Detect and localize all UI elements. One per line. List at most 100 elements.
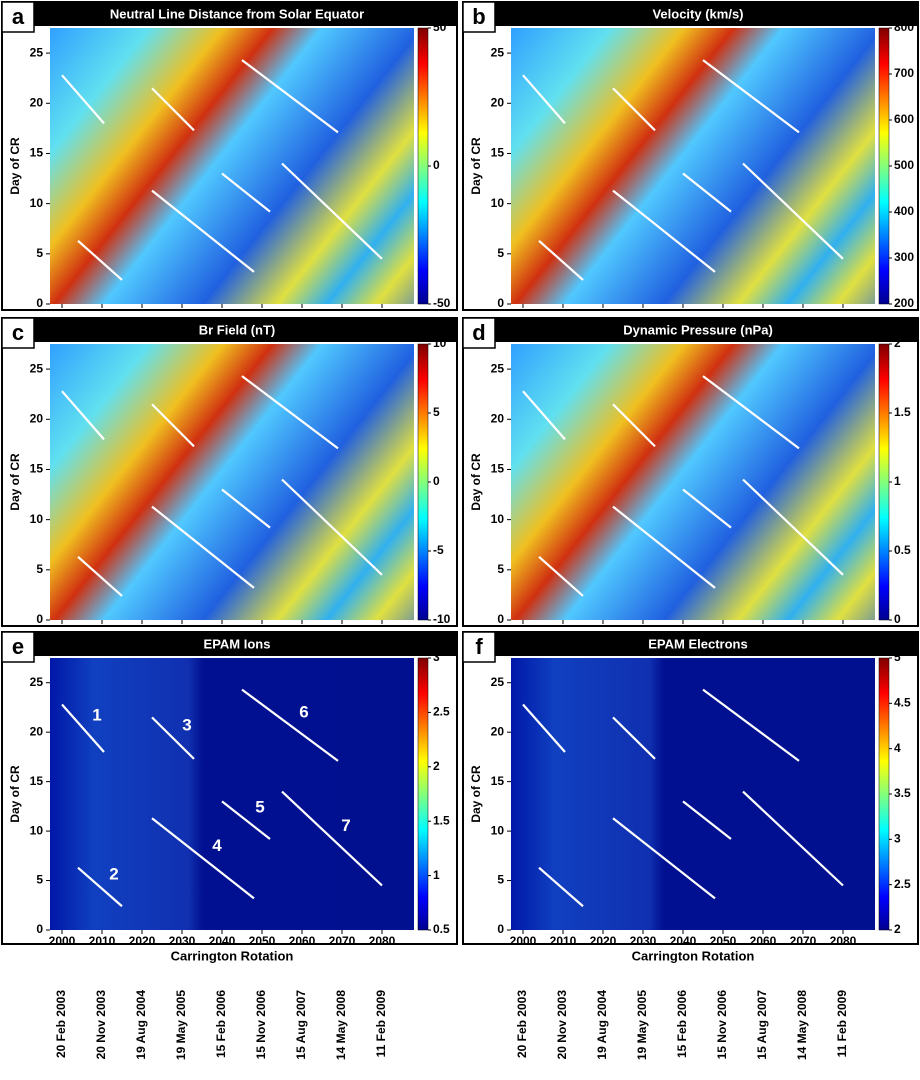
track-label: 6: [299, 703, 308, 722]
track-label: 4: [212, 836, 222, 855]
track-line: [682, 172, 732, 213]
y-tick-label: 0: [497, 612, 504, 626]
colorbar-tick-label: 50: [433, 20, 447, 34]
y-tick-label: 0: [497, 922, 504, 936]
x-axis-label: Carrington Rotation: [632, 948, 755, 963]
heatmap-image: [50, 28, 414, 304]
x-tick-label: 2010: [550, 934, 577, 948]
y-tick-label: 25: [491, 45, 505, 59]
date-label: 19 Aug 2004: [595, 990, 609, 1060]
y-tick-label: 25: [30, 361, 44, 375]
y-axis-label: Day of CR: [8, 137, 22, 195]
colorbar: [417, 27, 429, 305]
heatmap-image: [50, 658, 414, 930]
colorbar-tick-label: -5: [433, 543, 444, 557]
y-tick-label: 5: [36, 873, 43, 887]
x-tick-label: 2030: [169, 934, 196, 948]
heatmap-image: [511, 28, 875, 304]
track-line: [151, 403, 195, 448]
date-label: 14 May 2008: [334, 990, 348, 1060]
y-tick-label: 20: [30, 95, 44, 109]
track-line: [77, 555, 123, 597]
x-tick-label: 2080: [830, 934, 857, 948]
y-tick-label: 20: [491, 411, 505, 425]
x-tick-label: 2010: [89, 934, 116, 948]
track-line: [538, 866, 584, 908]
track-line: [151, 87, 195, 132]
track-label: 7: [341, 816, 350, 835]
colorbar: [878, 657, 890, 931]
panel-letter: c: [12, 320, 24, 345]
colorbar-tick-label: 1: [894, 474, 901, 488]
colorbar-tick-label: 1.5: [894, 405, 911, 419]
date-label: 20 Feb 2003: [54, 990, 68, 1058]
track-line: [682, 488, 732, 529]
colorbar: [878, 343, 890, 621]
date-label: 15 Aug 2007: [294, 990, 308, 1060]
track-line: [742, 790, 844, 887]
track-line: [538, 555, 584, 597]
track-line: [538, 239, 584, 281]
y-tick-label: 15: [30, 774, 44, 788]
y-tick-label: 10: [491, 512, 505, 526]
x-tick-label: 2070: [790, 934, 817, 948]
colorbar: [417, 343, 429, 621]
title-strip: [2, 318, 457, 342]
title-strip: [2, 632, 457, 656]
colorbar-tick-label: 4.5: [894, 696, 911, 710]
colorbar-tick-label: 400: [894, 204, 914, 218]
track-line: [61, 390, 105, 441]
y-tick-label: 10: [491, 823, 505, 837]
colorbar-tick-label: 2: [894, 922, 901, 936]
y-tick-label: 20: [491, 95, 505, 109]
track-line: [612, 716, 656, 760]
title-strip: [463, 2, 918, 26]
panel-letter: b: [472, 4, 485, 29]
letter-box: [1, 1, 35, 33]
y-tick-label: 5: [497, 246, 504, 260]
y-tick-label: 0: [36, 922, 43, 936]
date-label: 20 Nov 2003: [94, 990, 108, 1060]
colorbar: [878, 27, 890, 305]
track-line: [151, 189, 255, 273]
colorbar-tick-label: 700: [894, 66, 914, 80]
y-tick-label: 25: [30, 45, 44, 59]
colorbar-tick-label: 5: [433, 405, 440, 419]
date-label: 15 Nov 2006: [715, 990, 729, 1060]
heatmap-image: [511, 658, 875, 930]
colorbar-tick-label: -10: [433, 612, 451, 626]
track-line: [77, 866, 123, 908]
y-axis-label: Day of CR: [469, 137, 483, 195]
track-line: [702, 59, 800, 134]
date-label: 19 May 2005: [174, 990, 188, 1060]
panel-title: Br Field (nT): [199, 322, 276, 337]
colorbar-tick-label: 0.5: [433, 922, 450, 936]
colorbar-tick-label: -50: [433, 296, 451, 310]
colorbar-tick-label: 2: [894, 336, 901, 350]
track-line: [281, 162, 383, 260]
track-line: [742, 162, 844, 260]
colorbar-tick-label: 1.5: [433, 813, 450, 827]
track-line: [522, 390, 566, 441]
y-tick-label: 20: [30, 724, 44, 738]
y-tick-label: 5: [497, 562, 504, 576]
y-axis-label: Day of CR: [8, 453, 22, 511]
colorbar-tick-label: 500: [894, 158, 914, 172]
colorbar-tick-label: 0: [433, 158, 440, 172]
x-tick-label: 2030: [630, 934, 657, 948]
track-line: [702, 688, 800, 762]
title-strip: [2, 2, 457, 26]
panel-letter: a: [12, 4, 25, 29]
track-line: [221, 488, 271, 529]
track-line: [522, 74, 566, 125]
track-line: [612, 505, 716, 589]
y-tick-label: 0: [497, 296, 504, 310]
x-tick-label: 2040: [670, 934, 697, 948]
track-label: 5: [255, 798, 264, 817]
y-tick-label: 20: [30, 411, 44, 425]
y-tick-label: 0: [36, 612, 43, 626]
panel-title: EPAM Ions: [204, 636, 271, 651]
y-tick-label: 15: [30, 146, 44, 160]
letter-box: [462, 631, 496, 663]
